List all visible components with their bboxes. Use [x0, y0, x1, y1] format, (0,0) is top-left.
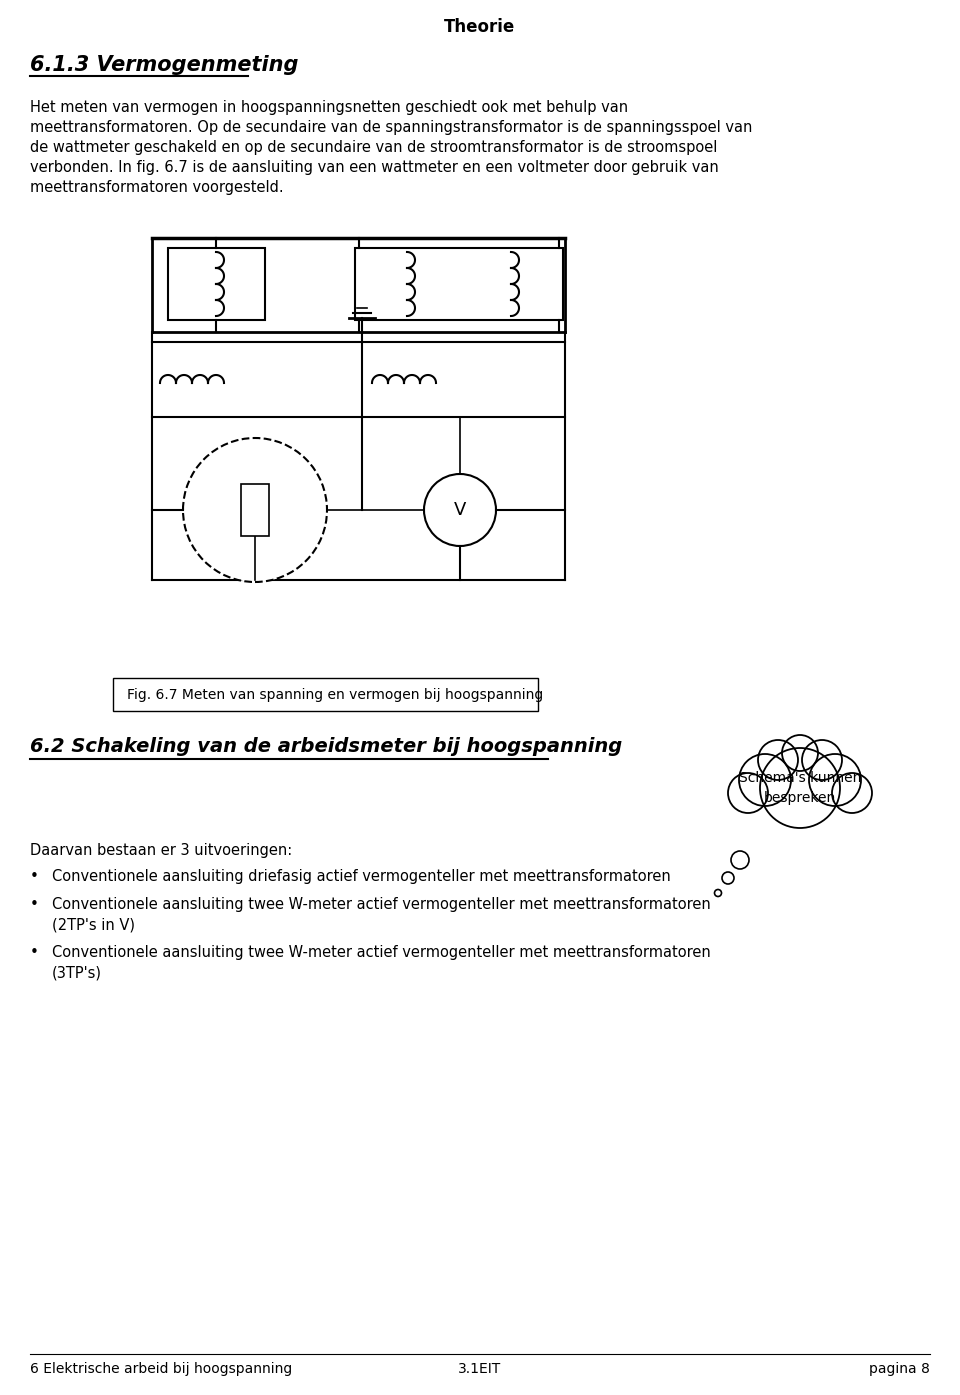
Circle shape: [782, 735, 818, 771]
Bar: [168, 248, 265, 319]
Text: Schema's kunnen
bespreken: Schema's kunnen bespreken: [739, 770, 861, 805]
Circle shape: [832, 773, 872, 813]
Text: •: •: [30, 944, 38, 960]
Text: verbonden. In fig. 6.7 is de aansluiting van een wattmeter en een voltmeter door: verbonden. In fig. 6.7 is de aansluiting…: [30, 160, 719, 174]
Circle shape: [714, 890, 722, 897]
Circle shape: [758, 739, 798, 780]
Circle shape: [183, 438, 327, 582]
Text: pagina 8: pagina 8: [869, 1362, 930, 1375]
Circle shape: [809, 755, 861, 806]
Text: de wattmeter geschakeld en op de secundaire van de stroomtransformator is de str: de wattmeter geschakeld en op de secunda…: [30, 140, 717, 155]
Bar: [113, 678, 538, 711]
Text: Conventionele aansluiting twee W-meter actief vermogenteller met meettransformat: Conventionele aansluiting twee W-meter a…: [52, 897, 710, 912]
Text: Fig. 6.7 Meten van spanning en vermogen bij hoogspanning: Fig. 6.7 Meten van spanning en vermogen …: [127, 688, 543, 702]
Text: (3TP's): (3TP's): [52, 965, 102, 981]
Text: Theorie: Theorie: [444, 18, 516, 36]
Text: V: V: [454, 501, 467, 519]
Bar: [152, 342, 565, 417]
Text: Daarvan bestaan er 3 uitvoeringen:: Daarvan bestaan er 3 uitvoeringen:: [30, 843, 292, 858]
Text: meettransformatoren voorgesteld.: meettransformatoren voorgesteld.: [30, 180, 283, 195]
Circle shape: [739, 755, 791, 806]
Circle shape: [731, 851, 749, 869]
Circle shape: [728, 773, 768, 813]
Text: (2TP's in V): (2TP's in V): [52, 917, 135, 932]
Text: 6.2 Schakeling van de arbeidsmeter bij hoogspanning: 6.2 Schakeling van de arbeidsmeter bij h…: [30, 737, 622, 756]
Text: •: •: [30, 869, 38, 884]
Text: Conventionele aansluiting driefasig actief vermogenteller met meettransformatore: Conventionele aansluiting driefasig acti…: [52, 869, 671, 884]
Circle shape: [802, 739, 842, 780]
Bar: [241, 484, 269, 536]
Text: meettransformatoren. Op de secundaire van de spanningstransformator is de spanni: meettransformatoren. Op de secundaire va…: [30, 120, 753, 135]
Bar: [355, 248, 563, 319]
Text: •: •: [30, 897, 38, 912]
Text: 3.1EIT: 3.1EIT: [458, 1362, 502, 1375]
Circle shape: [424, 474, 496, 545]
Text: 6.1.3 Vermogenmeting: 6.1.3 Vermogenmeting: [30, 54, 299, 75]
Text: Het meten van vermogen in hoogspanningsnetten geschiedt ook met behulp van: Het meten van vermogen in hoogspanningsn…: [30, 100, 628, 114]
Text: Conventionele aansluiting twee W-meter actief vermogenteller met meettransformat: Conventionele aansluiting twee W-meter a…: [52, 944, 710, 960]
Circle shape: [760, 748, 840, 829]
Circle shape: [722, 872, 734, 884]
Text: 6 Elektrische arbeid bij hoogspanning: 6 Elektrische arbeid bij hoogspanning: [30, 1362, 292, 1375]
